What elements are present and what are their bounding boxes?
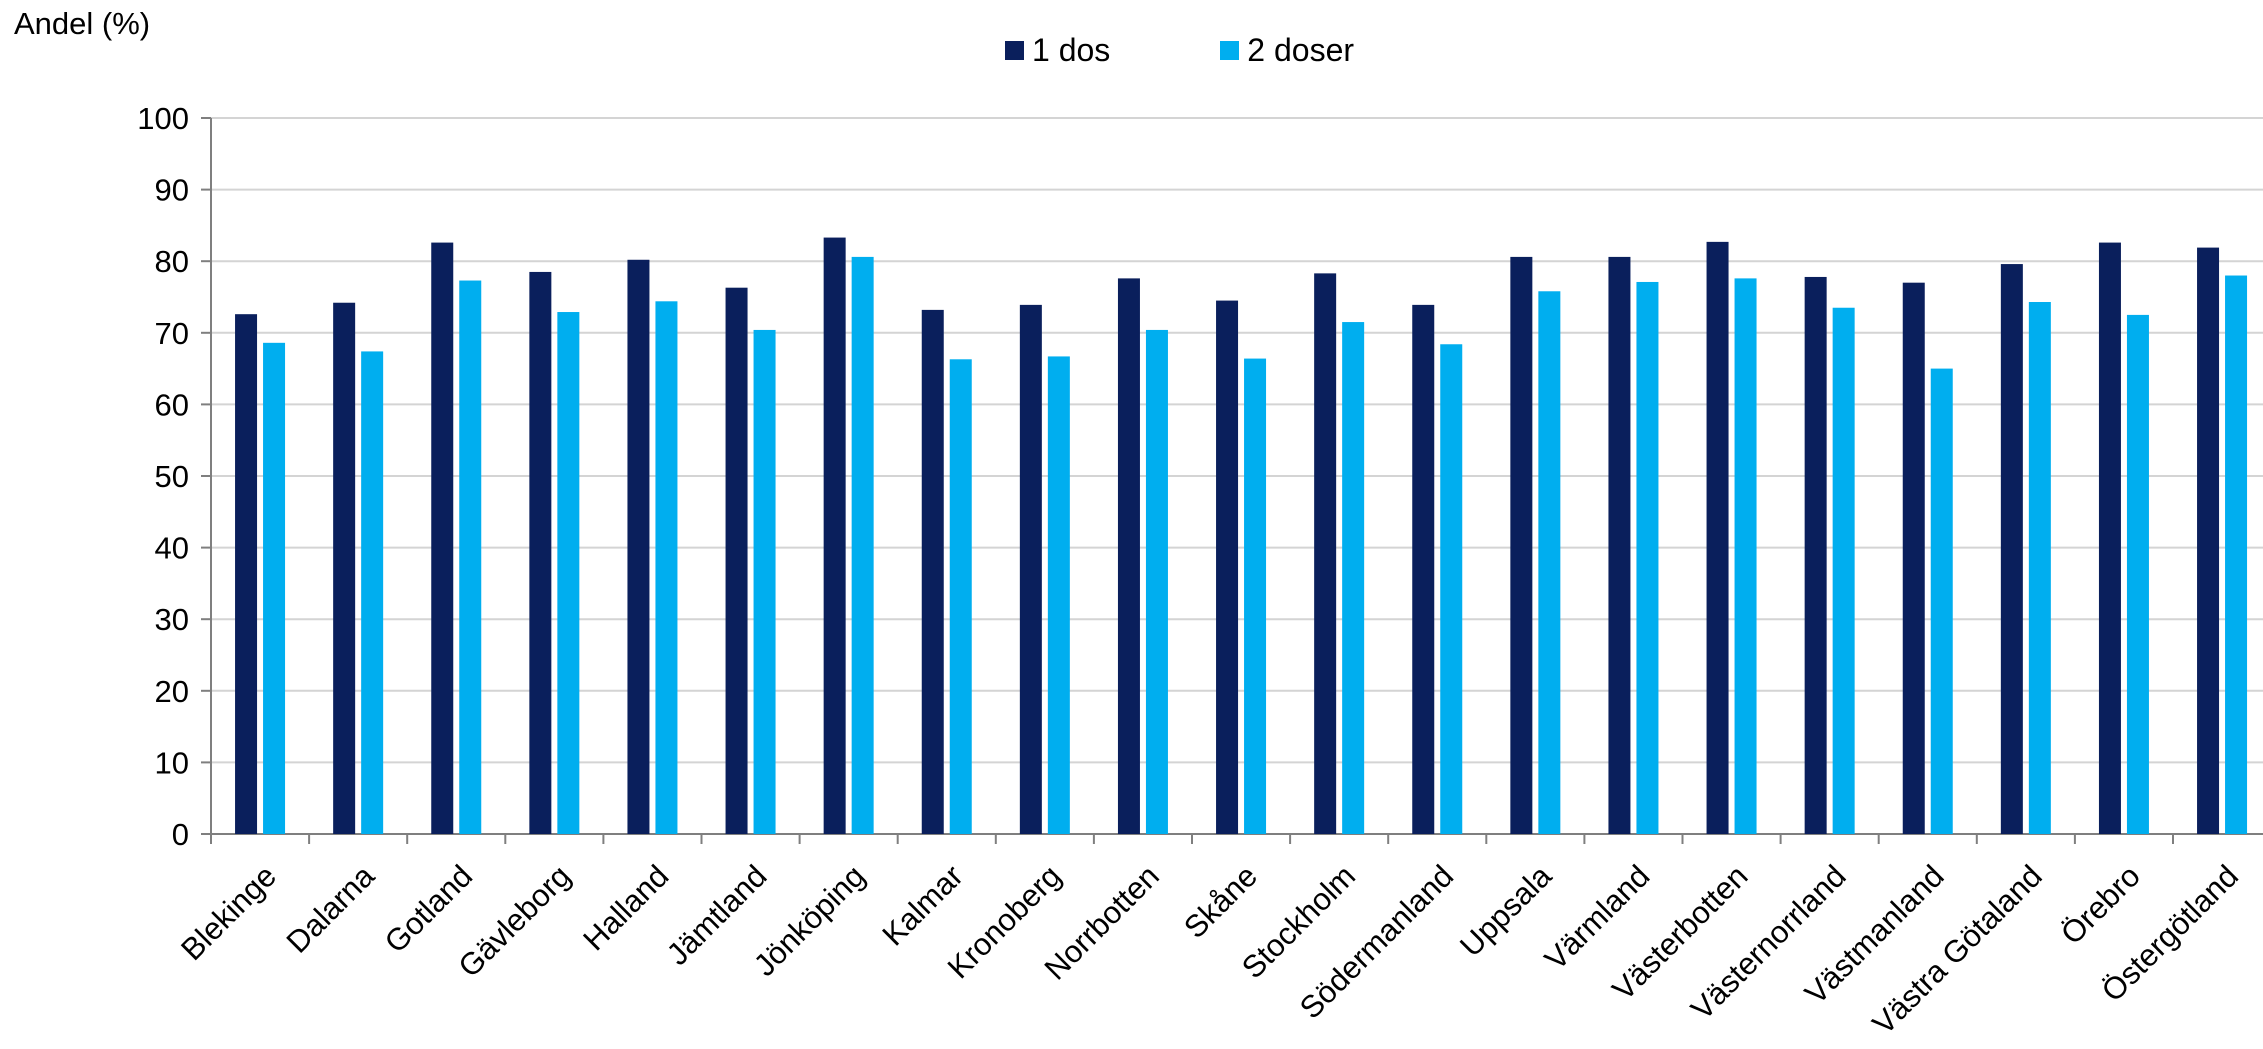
bar-2-doser	[459, 280, 482, 835]
y-tick-label: 70	[155, 316, 189, 351]
y-tick-label: 80	[155, 244, 189, 279]
bar-2-doser	[1244, 358, 1267, 834]
bar-2-doser	[361, 351, 384, 834]
x-tick-label: Gotland	[378, 858, 480, 960]
bar-1-dos	[1019, 304, 1042, 835]
bar-2-doser	[1047, 356, 1070, 834]
y-tick-label: 30	[155, 602, 189, 637]
x-tick-label: Kalmar	[876, 858, 970, 952]
y-tick-label: 0	[172, 817, 189, 852]
y-tick-label: 100	[137, 101, 189, 136]
bar-2-doser	[851, 256, 874, 834]
bar-1-dos	[431, 242, 454, 835]
bar-1-dos	[1804, 276, 1827, 834]
legend-label-1-dos: 1 dos	[1032, 32, 1111, 68]
bar-2-doser	[557, 312, 580, 834]
bar-1-dos	[1412, 304, 1435, 835]
bar-1-dos	[333, 302, 356, 834]
bar-2-doser	[1145, 329, 1168, 834]
bar-1-dos	[2197, 247, 2220, 834]
bar-1-dos	[1216, 300, 1239, 835]
bar-2-doser	[1832, 307, 1855, 834]
legend-label-2-doser: 2 doser	[1247, 32, 1355, 68]
y-tick-label: 20	[155, 674, 189, 709]
bar-1-dos	[823, 237, 846, 834]
legend-swatch-1-dos	[1005, 41, 1024, 60]
bar-2-doser	[753, 329, 776, 834]
bar-1-dos	[1314, 273, 1337, 834]
legend: 1 dos 2 doser	[1005, 32, 1354, 69]
bar-1-dos	[627, 259, 650, 834]
bar-1-dos	[1117, 278, 1140, 834]
bar-2-doser	[2225, 275, 2248, 834]
y-tick-label: 50	[155, 459, 189, 494]
bar-2-doser	[1538, 291, 1561, 835]
bar-1-dos	[235, 314, 258, 835]
legend-item-2-doser: 2 doser	[1220, 32, 1354, 69]
x-tick-label: Västra Götaland	[1866, 858, 2049, 1041]
legend-swatch-2-doser	[1220, 41, 1240, 60]
x-tick-label: Skåne	[1177, 858, 1264, 945]
bar-1-dos	[1902, 282, 1925, 834]
x-tick-label: Dalarna	[280, 858, 382, 960]
bar-1-dos	[2098, 242, 2121, 835]
bar-1-dos	[725, 287, 748, 834]
y-tick-label: 60	[155, 387, 189, 422]
bar-2-doser	[2028, 302, 2051, 835]
bar-2-doser	[1440, 344, 1463, 834]
bar-2-doser	[1636, 281, 1659, 834]
bar-2-doser	[1930, 368, 1953, 834]
bar-1-dos	[1510, 256, 1533, 834]
x-tick-label: Blekinge	[174, 858, 283, 967]
y-tick-label: 10	[155, 745, 189, 780]
legend-item-1-dos: 1 dos	[1005, 32, 1110, 69]
bar-2-doser	[655, 301, 678, 834]
y-tick-label: 40	[155, 531, 189, 566]
x-tick-label: Halland	[576, 858, 675, 957]
bar-1-dos	[1608, 256, 1631, 834]
bar-1-dos	[921, 309, 944, 834]
bar-2-doser	[1734, 278, 1757, 834]
bar-2-doser	[263, 342, 286, 834]
bar-1-dos	[2000, 264, 2023, 835]
x-tick-label: Örebro	[2054, 858, 2147, 951]
bar-1-dos	[1706, 241, 1729, 835]
bar-2-doser	[1342, 322, 1365, 834]
y-axis-label: Andel (%)	[14, 6, 151, 41]
y-tick-label: 90	[155, 173, 189, 208]
bar-2-doser	[2126, 314, 2149, 834]
bar-1-dos	[529, 271, 552, 834]
bar-2-doser	[949, 359, 972, 834]
